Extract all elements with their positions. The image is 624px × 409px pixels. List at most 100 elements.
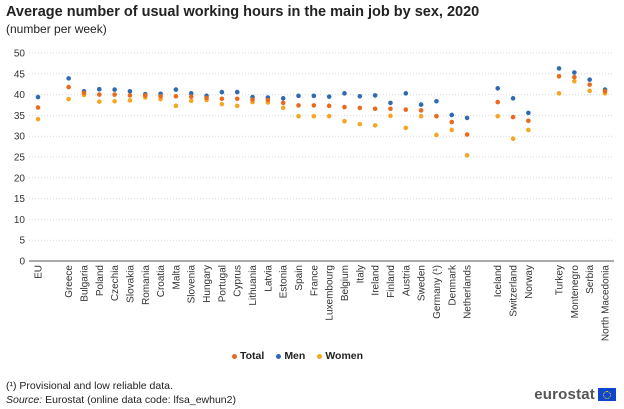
point-men (526, 110, 531, 116)
point-men (372, 93, 378, 98)
x-tick-label: Portugal (217, 265, 228, 302)
point-total (204, 95, 209, 101)
point-total (572, 74, 577, 80)
point-women (35, 116, 41, 122)
point-total (66, 84, 71, 90)
point-women (296, 113, 301, 119)
x-tick-label: Denmark (447, 264, 458, 306)
point-men (572, 70, 577, 75)
point-women (66, 96, 71, 102)
y-tick-label: 25 (14, 153, 26, 164)
point-women (495, 113, 501, 119)
x-tick-label: North Macedonia (601, 265, 612, 342)
legend-men-label: Men (284, 350, 306, 362)
point-men (418, 102, 424, 107)
point-total (311, 103, 317, 108)
y-tick-label: 35 (14, 111, 26, 122)
legend-total-marker (232, 353, 237, 359)
legend-women-label: Women (325, 350, 364, 362)
point-men (342, 91, 347, 96)
point-men (96, 86, 102, 92)
legend-item-men: Men (276, 350, 305, 362)
chart-subtitle: (number per week) (6, 22, 107, 36)
point-total (342, 104, 347, 110)
point-total (434, 113, 439, 119)
point-women (96, 99, 102, 104)
eu-flag-icon (598, 388, 616, 401)
x-tick-label: Poland (95, 265, 106, 296)
point-men (449, 112, 455, 118)
y-tick-label: 45 (14, 69, 26, 80)
point-men (219, 89, 225, 95)
point-men (357, 93, 363, 99)
point-men (403, 91, 409, 96)
legend-total-label: Total (240, 350, 265, 362)
point-men (127, 88, 133, 94)
x-tick-label: Finland (386, 265, 397, 298)
point-total (96, 92, 102, 97)
point-total (587, 82, 592, 87)
point-total (602, 88, 608, 94)
x-tick-label: Cyprus (233, 265, 244, 297)
y-tick-label: 50 (14, 49, 26, 60)
point-men (464, 115, 470, 121)
point-women (403, 125, 409, 131)
point-women (464, 153, 470, 158)
point-total (357, 105, 363, 111)
point-women (173, 103, 179, 109)
x-tick-label: Iceland (493, 265, 504, 297)
point-men (296, 93, 301, 99)
point-total (296, 103, 301, 108)
legend-item-total: Total (232, 350, 264, 362)
point-women (234, 103, 240, 109)
point-women (572, 78, 577, 84)
x-tick-label: Croatia (156, 265, 167, 298)
x-tick-label: Belgium (340, 265, 351, 301)
point-total (219, 96, 225, 102)
point-total (464, 132, 470, 137)
point-men (188, 91, 194, 96)
point-women (188, 98, 194, 104)
point-total (418, 108, 424, 113)
point-total (326, 103, 332, 109)
point-men (587, 77, 592, 82)
point-women (556, 91, 562, 96)
footnote: (¹) Provisional and low reliable data. (6, 380, 173, 392)
point-total (142, 93, 148, 98)
point-men (280, 96, 286, 101)
x-tick-label: Slovakia (125, 265, 136, 303)
x-tick-label: Slovenia (187, 265, 198, 304)
point-men (311, 93, 317, 99)
legend-item-women: Women (317, 350, 363, 362)
point-women (434, 132, 439, 138)
x-tick-label: Serbia (585, 265, 596, 294)
point-total (495, 99, 501, 105)
point-total (81, 90, 87, 96)
point-women (372, 123, 378, 128)
point-women (388, 113, 393, 119)
x-tick-label: Norway (524, 265, 535, 299)
point-women (112, 98, 117, 104)
y-tick-label: 20 (14, 173, 26, 184)
x-tick-label: Lithuania (248, 265, 259, 306)
point-women (587, 88, 592, 94)
source-label: Source: (6, 394, 43, 406)
point-total (173, 93, 179, 99)
x-tick-label: Romania (141, 265, 152, 305)
y-tick-label: 5 (19, 236, 25, 247)
point-men (112, 87, 117, 92)
eurostat-logo: eurostat (534, 386, 616, 403)
x-tick-label: Germany (¹) (432, 265, 443, 319)
point-total (158, 93, 163, 99)
x-tick-label: Austria (401, 265, 412, 297)
point-men (495, 86, 501, 91)
point-total (112, 92, 117, 97)
point-women (280, 105, 286, 111)
point-total (188, 94, 194, 99)
point-women (449, 127, 455, 133)
x-tick-label: Greece (64, 265, 75, 298)
legend-men-marker (276, 353, 282, 359)
point-total (526, 118, 531, 124)
x-tick-label: France (309, 265, 320, 297)
